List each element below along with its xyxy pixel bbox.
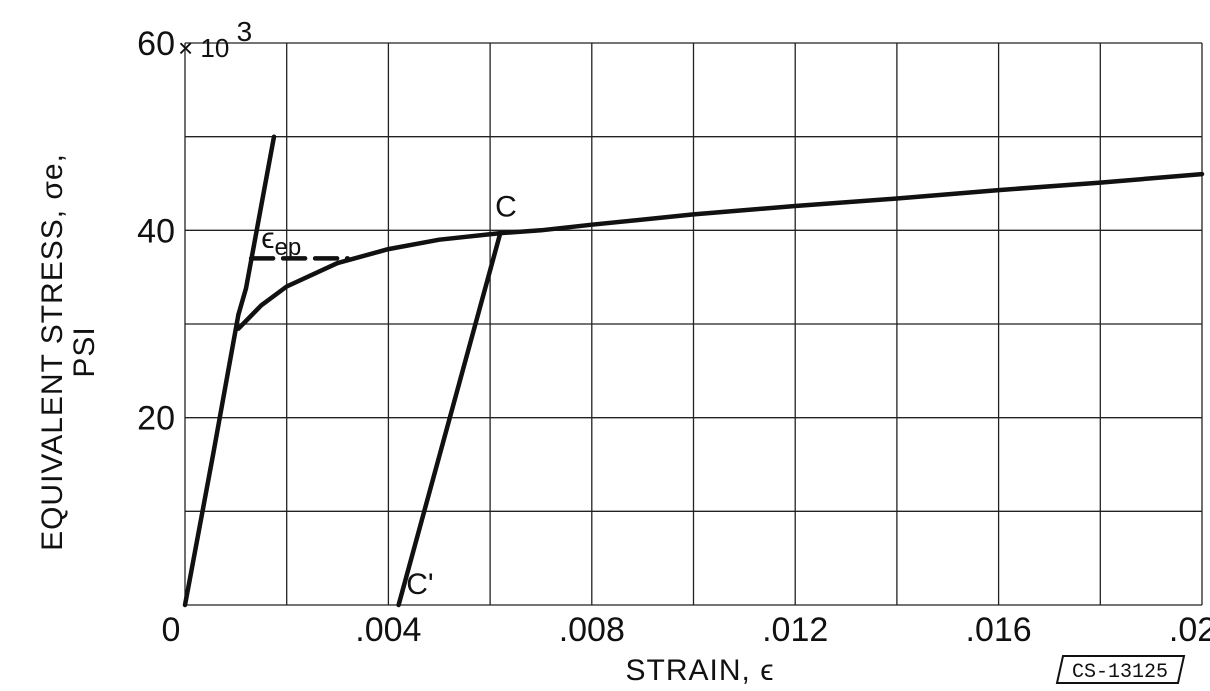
cs-badge-frame [1055, 655, 1186, 684]
y-multiplier-text: × 10 3 [178, 16, 252, 63]
grid [184, 42, 1203, 606]
cs-badge-text: CS-13125 [1072, 661, 1168, 684]
y-tick-label-2: 60 [137, 25, 175, 63]
annotations: C C' ϵep [261, 190, 517, 600]
x-tick-label-0: 0 [162, 611, 181, 649]
x-tick-label-2: .008 [559, 611, 625, 649]
x-tick-labels: 0 .004 .008 .012 .016 .020 [162, 611, 1210, 649]
series-line-3 [396, 230, 503, 608]
x-tick-label-3: .012 [762, 611, 828, 649]
x-tick-label-4: .016 [966, 611, 1032, 649]
cs-badge: CS-13125 [1055, 655, 1186, 684]
annotation-1: C' [406, 568, 433, 601]
series-group [182, 134, 1205, 608]
annotation-0: C [495, 190, 517, 223]
series-line-1 [236, 134, 277, 317]
y-tick-label-1: 40 [137, 212, 175, 250]
y-tick-labels: 20 40 60 [137, 25, 175, 438]
x-axis-label: STRAIN, ϵ [626, 654, 775, 687]
y-axis-label-line1: EQUIVALENT STRESS, σe, [36, 153, 69, 551]
y-axis-multiplier: × 10 3 [178, 16, 252, 63]
x-tick-label-1: .004 [355, 611, 421, 649]
annotation-2: ϵep [261, 222, 301, 261]
y-tick-label-0: 20 [137, 400, 175, 438]
series-line-0 [182, 312, 241, 608]
y-axis-label-line2: PSI [68, 326, 101, 377]
series-line-2 [236, 171, 1205, 331]
x-tick-label-5: .020 [1169, 611, 1210, 649]
y-axis-label: EQUIVALENT STRESS, σe, PSI [36, 153, 101, 551]
